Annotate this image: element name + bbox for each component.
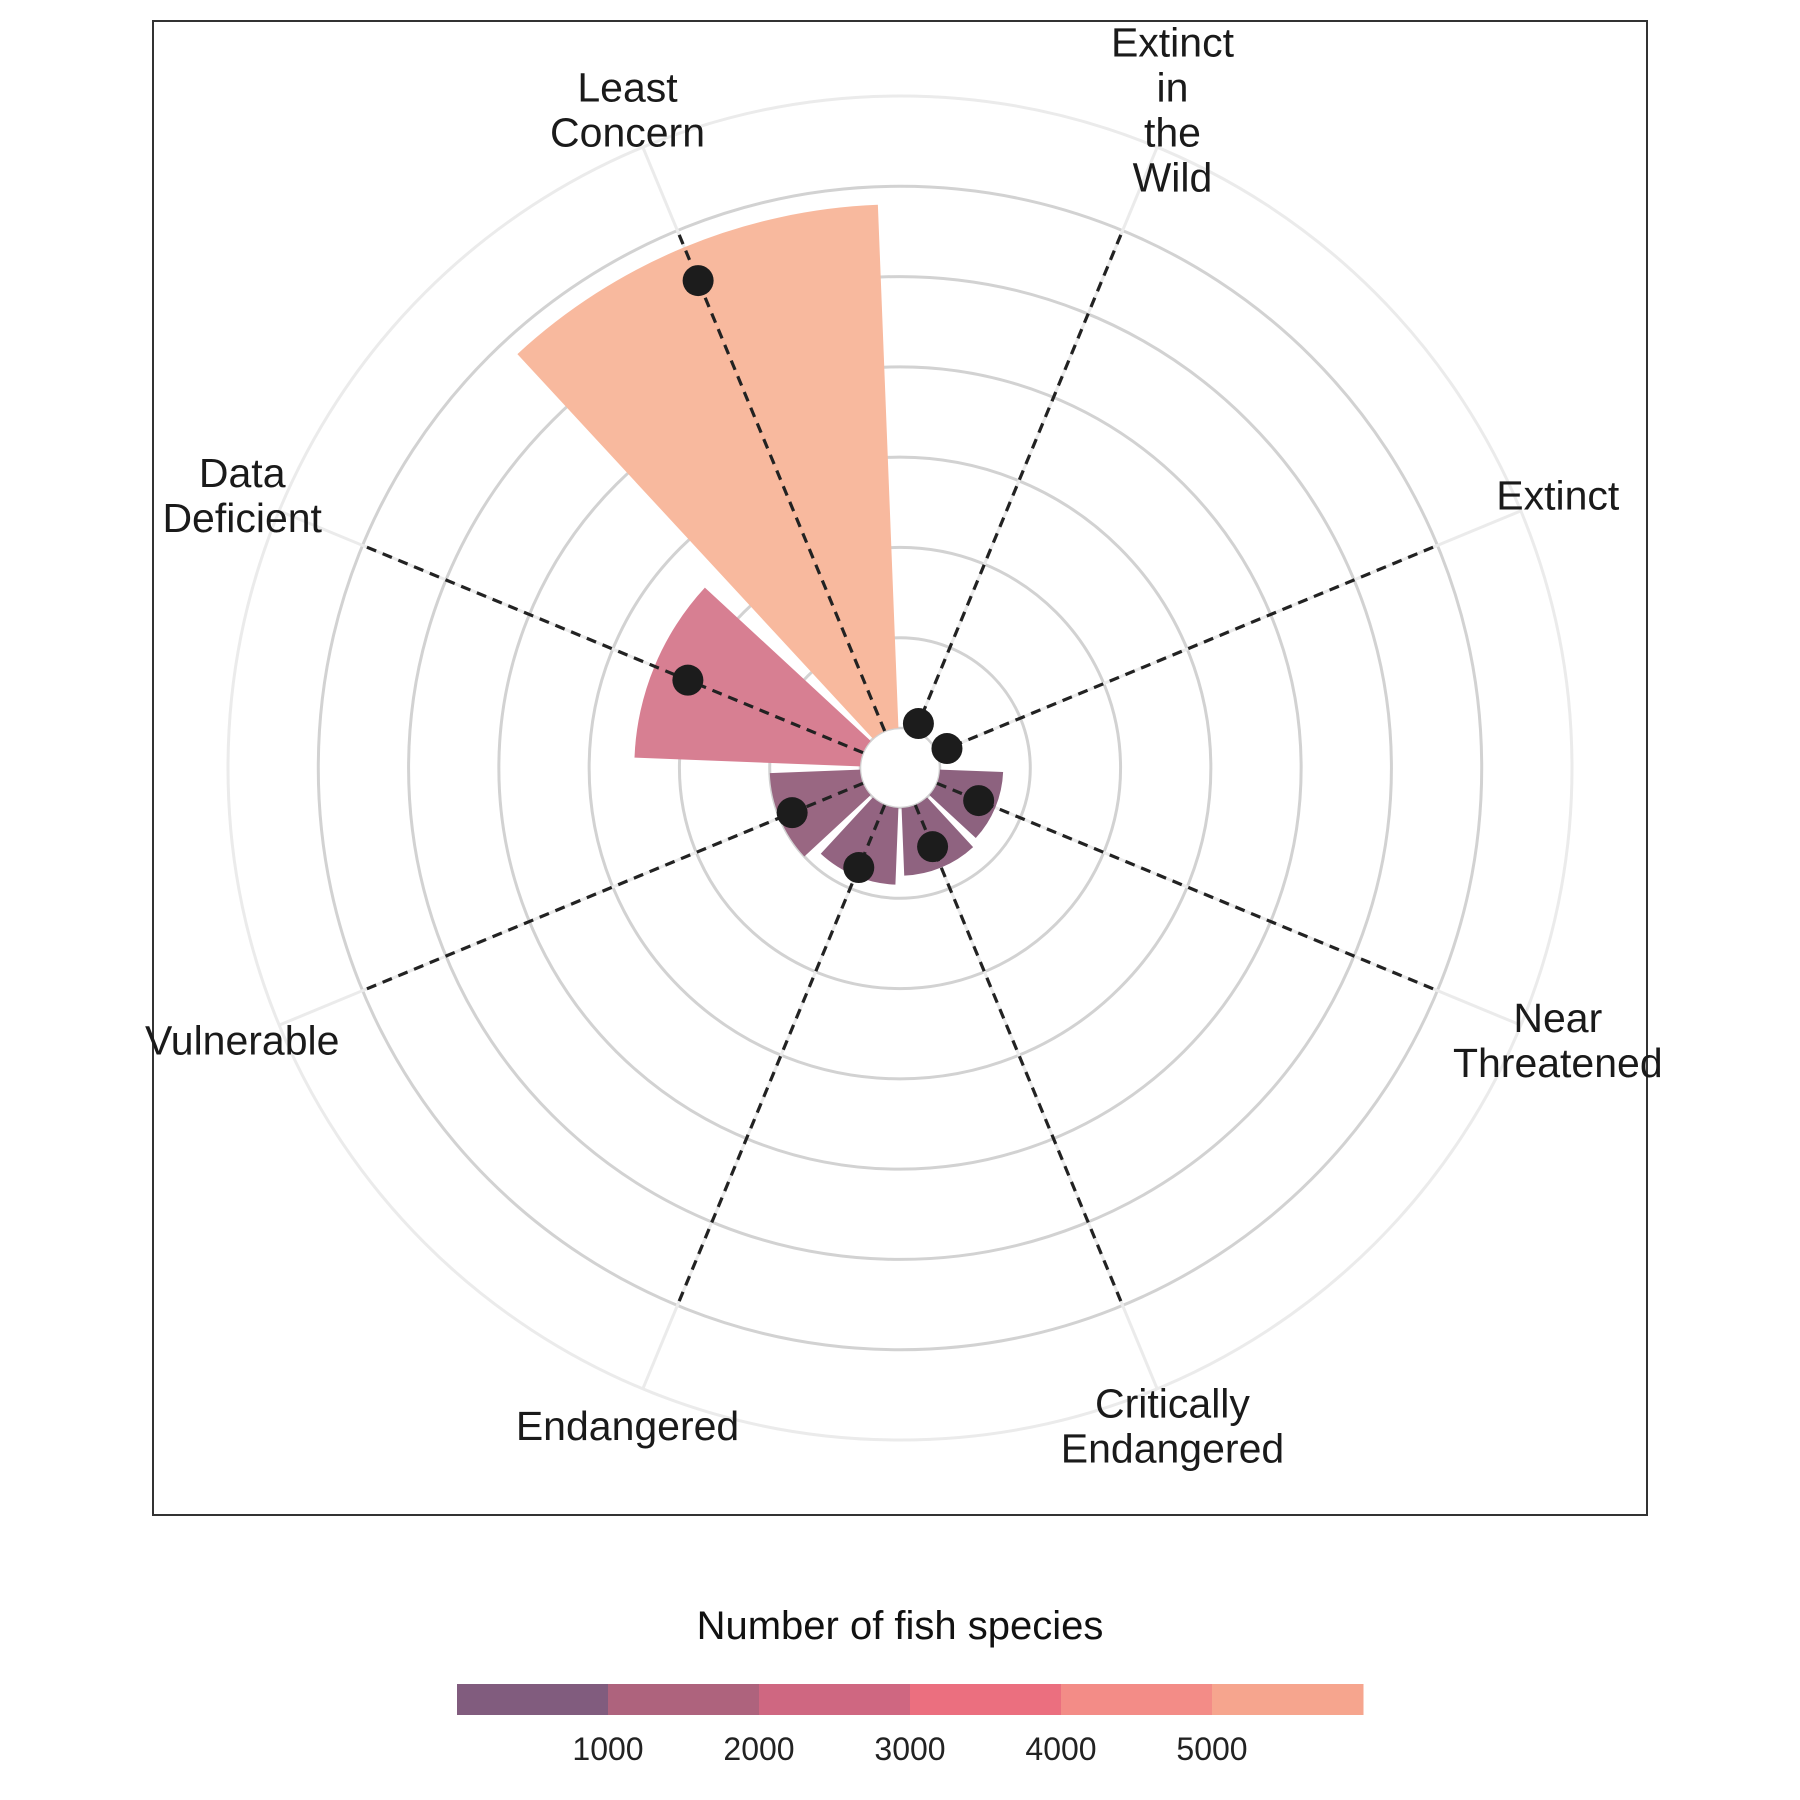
point-near-threatened bbox=[963, 785, 995, 817]
point-data-deficient bbox=[672, 664, 704, 696]
gridline-2000 bbox=[677, 545, 1123, 991]
point-extinct-in-the-wild bbox=[902, 708, 934, 740]
point-extinct bbox=[931, 733, 963, 765]
gridline-6000 bbox=[316, 184, 1484, 1352]
spoke-critically-endangered bbox=[913, 804, 1125, 1307]
legend-tick-label: 5000 bbox=[1176, 1731, 1247, 1767]
category-labels: Extinct in the Wild Extinct Near Threatened Cri… bbox=[145, 20, 1663, 1472]
category-label-near-threatened: Near Threatened bbox=[1453, 995, 1663, 1086]
category-label-vulnerable: Vulnerable bbox=[145, 1017, 340, 1063]
legend-tick-label: 3000 bbox=[874, 1731, 945, 1767]
gridline-4000 bbox=[497, 365, 1303, 1171]
legend-title: Number of fish species bbox=[697, 1604, 1104, 1648]
point-least-concern bbox=[682, 265, 714, 297]
point-critically-endangered bbox=[917, 831, 949, 863]
legend-tick-label: 2000 bbox=[723, 1731, 794, 1767]
legend-color-segment bbox=[457, 1684, 609, 1715]
legend-color-segment bbox=[608, 1684, 760, 1715]
bar-least-concern bbox=[517, 204, 899, 739]
legend-color-segment bbox=[759, 1684, 911, 1715]
gridline-1000 bbox=[768, 636, 1032, 900]
spoke-data-deficient bbox=[361, 543, 864, 755]
point-vulnerable bbox=[776, 797, 808, 829]
bars bbox=[517, 204, 1004, 885]
spoke-near-threatened bbox=[936, 781, 1439, 993]
category-label-critically-endangered: Critically Endangered bbox=[1061, 1380, 1284, 1471]
legend-colorbar bbox=[457, 1684, 1364, 1715]
category-label-data-deficient: Data Deficient bbox=[162, 450, 322, 541]
legend-color-segment bbox=[1061, 1684, 1213, 1715]
points bbox=[672, 265, 995, 884]
gridline-3000 bbox=[587, 455, 1213, 1081]
legend-color-segment bbox=[1212, 1684, 1364, 1715]
gridline-inner bbox=[858, 726, 942, 810]
legend-tick-label: 4000 bbox=[1025, 1731, 1096, 1767]
category-label-extinct-in-the-wild: Extinct in the Wild bbox=[1111, 20, 1235, 201]
plot-panel-border bbox=[152, 20, 1648, 1516]
legend-color-segment bbox=[910, 1684, 1062, 1715]
legend-ticks: 1000 2000 3000 4000 5000 bbox=[572, 1731, 1247, 1767]
category-spokes bbox=[361, 229, 1439, 1307]
color-legend: Number of fish species 1000 2000 3000 4000 5… bbox=[457, 1604, 1364, 1767]
category-label-least-concern: Least Concern bbox=[550, 65, 705, 156]
radial-gridlines bbox=[226, 94, 1574, 1442]
legend-tick-label: 1000 bbox=[572, 1731, 643, 1767]
spoke-extinct-in-the-wild bbox=[913, 229, 1125, 732]
bar-data-deficient bbox=[634, 587, 871, 767]
spoke-extinct bbox=[936, 543, 1439, 755]
bar-endangered bbox=[820, 797, 899, 885]
category-label-endangered: Endangered bbox=[516, 1403, 739, 1449]
spoke-least-concern bbox=[675, 229, 887, 732]
category-label-extinct: Extinct bbox=[1496, 473, 1620, 519]
gridline-5000 bbox=[407, 275, 1393, 1261]
spoke-endangered bbox=[675, 804, 887, 1307]
point-endangered bbox=[843, 852, 875, 884]
gridline-7000 bbox=[226, 94, 1574, 1442]
